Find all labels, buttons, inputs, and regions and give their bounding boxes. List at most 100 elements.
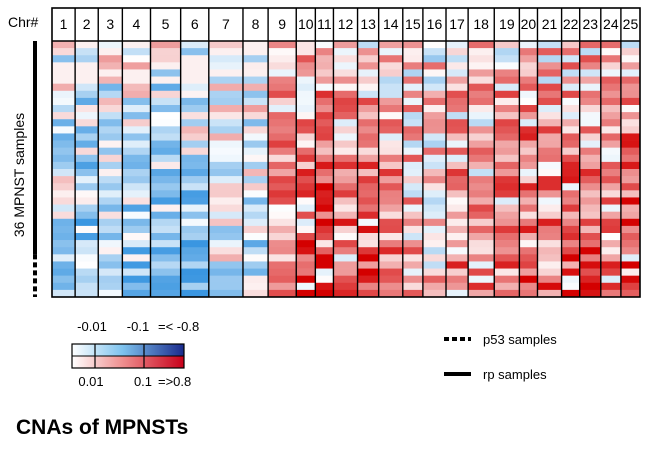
heatmap-cell-chr2-s20 [75,176,99,184]
heatmap-cell-chr24-s10 [600,105,622,113]
heatmap-cell-chr3-s26 [98,218,123,227]
heatmap-cell-chr10-s10 [296,105,316,113]
heatmap-cell-chr18-s30 [468,247,495,255]
heatmap-cell-chr11-s25 [315,211,334,220]
heatmap-cell-chr12-s4 [333,62,358,70]
heatmap-cell-chr21-s4 [537,62,562,70]
heatmap-cell-chr9-s35 [268,282,297,291]
heatmap-cell-chr6-s34 [180,275,210,284]
heatmap-cell-chr13-s12 [357,119,379,127]
heatmap-cell-chr10-s17 [296,154,316,163]
heatmap-cell-chr3-s17 [98,154,123,163]
heatmap-cell-chr20-s3 [519,55,538,63]
heatmap-cell-chr11-s34 [315,275,334,284]
heatmap-cell-chr12-s8 [333,90,358,99]
heatmap-cell-chr18-s20 [468,176,495,184]
heatmap-cell-chr3-s20 [98,176,123,184]
heatmap-cell-chr11-s1 [315,41,334,49]
heatmap-cell-chr14-s20 [378,176,404,184]
heatmap-cell-chr4-s12 [122,119,151,127]
heatmap-cell-chr9-s2 [268,48,297,56]
legend-gain-bar [72,356,184,368]
heatmap-cell-chr15-s13 [402,126,424,134]
heatmap-cell-chr21-s21 [537,183,562,191]
heatmap-cell-chr24-s36 [600,289,622,298]
heatmap-cell-chr18-s2 [468,48,495,56]
heatmap-cell-chr8-s18 [242,161,269,170]
heatmap-cell-chr24-s30 [600,247,622,255]
heatmap-cell-chr21-s27 [537,225,562,234]
heatmap-cell-chr2-s35 [75,282,99,291]
heatmap-cell-chr14-s22 [378,190,404,198]
heatmap-cell-chr11-s15 [315,140,334,148]
heatmap-cell-chr22-s29 [561,240,580,248]
legend-loss-label-2: -0.1 [127,319,149,334]
heatmap-cell-chr4-s24 [122,204,151,212]
heatmap-cell-chr23-s18 [579,161,602,170]
heatmap-cell-chr11-s19 [315,169,334,177]
heatmap-cell-chr23-s23 [579,197,602,205]
heatmap-cell-chr8-s25 [242,211,269,220]
heatmap-cell-chr10-s32 [296,261,316,269]
heatmap-cell-chr19-s19 [494,169,520,177]
heatmap-cell-chr15-s16 [402,147,424,156]
heatmap-cell-chr10-s18 [296,161,316,170]
heatmap-cell-chr15-s5 [402,69,424,77]
heatmap-cell-chr22-s30 [561,247,580,255]
heatmap-cell-chr24-s5 [600,69,622,77]
heatmap-cell-chr19-s3 [494,55,520,63]
heatmap-cell-chr1-s28 [52,233,76,241]
heatmap-cell-chr17-s7 [446,83,469,92]
heatmap-cell-chr20-s33 [519,268,538,276]
heatmap-cell-chr14-s13 [378,126,404,134]
heatmap-cell-chr10-s33 [296,268,316,276]
heatmap-cell-chr6-s24 [180,204,210,212]
heatmap-cell-chr18-s7 [468,83,495,92]
heatmap-cell-chr4-s18 [122,161,151,170]
heatmap-cell-chr4-s19 [122,169,151,177]
heatmap-cell-chr3-s32 [98,261,123,269]
heatmap-cell-chr8-s23 [242,197,269,205]
heatmap-cell-chr1-s26 [52,218,76,227]
heatmap-cell-chr20-s19 [519,169,538,177]
heatmap-cell-chr7-s34 [208,275,244,284]
heatmap-cell-chr23-s25 [579,211,602,220]
heatmap-cell-chr5-s3 [150,55,181,63]
heatmap-cell-chr17-s29 [446,240,469,248]
heatmap-cell-chr5-s31 [150,254,181,262]
heatmap-cell-chr4-s33 [122,268,151,276]
heatmap-cell-chr18-s3 [468,55,495,63]
heatmap-cell-chr13-s20 [357,176,379,184]
heatmap-cell-chr7-s5 [208,69,244,77]
heatmap-cell-chr13-s5 [357,69,379,77]
heatmap-cell-chr7-s14 [208,133,244,141]
heatmap-cell-chr17-s33 [446,268,469,276]
heatmap-cell-chr22-s24 [561,204,580,212]
heatmap-cell-chr6-s22 [180,190,210,198]
heatmap-cell-chr10-s35 [296,282,316,291]
heatmap-cell-chr24-s24 [600,204,622,212]
heatmap-cell-chr24-s33 [600,268,622,276]
legend-gain-label-3: =>0.8 [158,374,191,389]
heatmap-cell-chr7-s36 [208,289,244,298]
heatmap-cell-chr18-s21 [468,183,495,191]
heatmap-cell-chr1-s36 [52,289,76,298]
heatmap-cell-chr1-s10 [52,105,76,113]
heatmap-cell-chr1-s8 [52,90,76,99]
heatmap-cell-chr16-s30 [422,247,447,255]
heatmap-cell-chr22-s22 [561,190,580,198]
heatmap-cell-chr24-s23 [600,197,622,205]
heatmap-cell-chr13-s11 [357,112,379,120]
heatmap-cell-chr3-s35 [98,282,123,291]
chromosome-label-24: 24 [603,16,619,32]
heatmap-cell-chr13-s26 [357,218,379,227]
heatmap-cell-chr15-s29 [402,240,424,248]
heatmap-cell-chr11-s30 [315,247,334,255]
heatmap-cell-chr7-s23 [208,197,244,205]
heatmap-cell-chr17-s5 [446,69,469,77]
chromosome-label-1: 1 [60,16,68,32]
heatmap-cell-chr13-s13 [357,126,379,134]
heatmap-cell-chr5-s4 [150,62,181,70]
heatmap-cell-chr3-s31 [98,254,123,262]
heatmap-cell-chr24-s32 [600,261,622,269]
